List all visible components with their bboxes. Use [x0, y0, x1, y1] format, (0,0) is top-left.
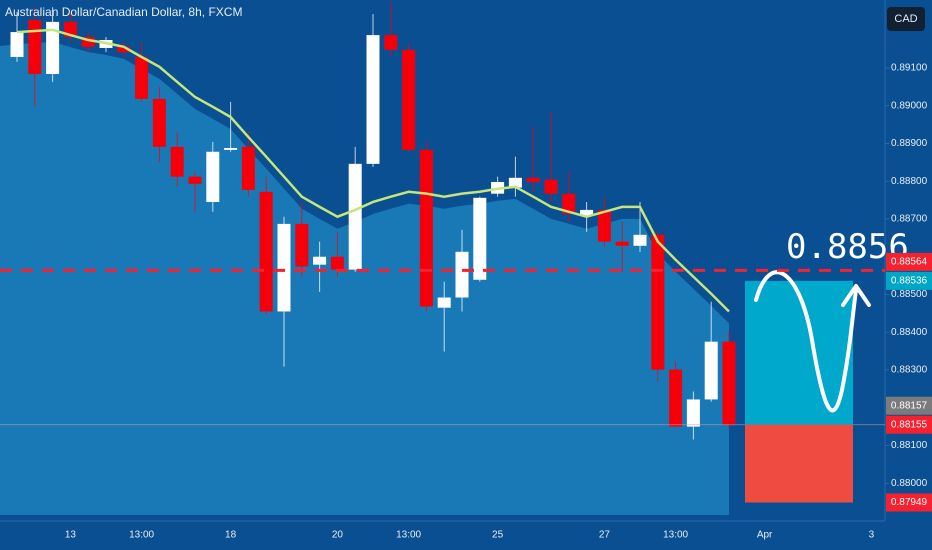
- projection-arrow: [841, 284, 871, 307]
- price-label-box: [886, 415, 932, 434]
- candle-body: [402, 49, 416, 150]
- y-tick-label: 0.89100: [891, 63, 928, 74]
- candle-body: [259, 191, 273, 312]
- candle-body: [544, 179, 558, 194]
- candle-body: [455, 251, 469, 298]
- candle-body: [188, 176, 202, 184]
- y-tick-label: 0.88100: [891, 440, 928, 451]
- candle-body: [10, 32, 24, 58]
- candle-body: [277, 223, 291, 312]
- x-tick-label: 20: [332, 530, 344, 541]
- candle-body: [152, 98, 166, 147]
- candle-body: [633, 234, 647, 246]
- candle-body: [330, 256, 344, 270]
- candle-body: [241, 146, 255, 190]
- candle-body: [651, 234, 665, 370]
- x-tick-label: 13:00: [129, 530, 154, 541]
- x-tick-label: 13:00: [396, 530, 421, 541]
- y-tick-label: 0.88500: [891, 289, 928, 300]
- price-label-box: [886, 396, 932, 415]
- y-tick-label: 0.88900: [891, 138, 928, 149]
- projection-curve: [754, 270, 858, 413]
- candle-body: [46, 21, 60, 74]
- x-tick-label: 3: [869, 530, 875, 541]
- candle-body: [704, 341, 718, 400]
- candle-body: [669, 369, 683, 427]
- price-label-box: [886, 271, 932, 290]
- y-tick-label: 0.89000: [891, 100, 928, 111]
- chart-title: Australian Dollar/Canadian Dollar, 8h, F…: [5, 5, 242, 19]
- candle-body: [419, 149, 433, 307]
- price-label-box: [886, 493, 932, 512]
- plot-area: [0, 1, 736, 515]
- y-tick-label: 0.88400: [891, 327, 928, 338]
- price-label: 0.88157: [891, 400, 928, 411]
- y-tick-label: 0.88000: [891, 478, 928, 489]
- x-tick-label: 25: [492, 530, 504, 541]
- price-label-box: [886, 252, 932, 271]
- candle-body: [295, 223, 309, 267]
- ma-line: [16, 28, 730, 313]
- x-tick-label: 27: [599, 530, 611, 541]
- candle-body: [686, 399, 700, 427]
- currency-label[interactable]: CAD: [894, 13, 917, 25]
- candle-body: [384, 35, 398, 50]
- stop-zone: [745, 424, 853, 503]
- candle-body: [313, 256, 327, 265]
- y-tick-label: 0.88800: [891, 176, 928, 187]
- price-label: 0.88155: [891, 419, 928, 430]
- candle-body: [206, 151, 220, 202]
- candle-body: [580, 209, 594, 216]
- price-label: 0.88564: [891, 257, 928, 268]
- candle-body: [117, 46, 131, 53]
- x-tick-label: 18: [225, 530, 237, 541]
- candle-body: [562, 193, 576, 214]
- candle-body: [348, 163, 362, 270]
- candle-body: [526, 177, 540, 182]
- candle-body: [722, 341, 736, 425]
- x-tick-label: Apr: [757, 530, 773, 541]
- candle-body: [170, 146, 184, 177]
- candle-body: [224, 147, 238, 150]
- candle-body: [28, 20, 42, 74]
- candle-body: [597, 209, 611, 242]
- x-tick-label: 13: [65, 530, 77, 541]
- candle-body: [437, 297, 451, 308]
- candle-body: [615, 241, 629, 246]
- price-label: 0.88536: [891, 276, 928, 287]
- candle-body: [81, 36, 95, 47]
- target-zone: [745, 280, 853, 425]
- price-label: 0.87949: [891, 497, 928, 508]
- y-tick-label: 0.88700: [891, 214, 928, 225]
- currency-button[interactable]: [887, 7, 925, 31]
- candle-body: [473, 197, 487, 280]
- x-tick-label: 13:00: [663, 530, 688, 541]
- candle-body: [366, 35, 380, 164]
- candle-body: [508, 177, 522, 188]
- candle-body: [135, 57, 149, 99]
- y-tick-label: 0.88300: [891, 365, 928, 376]
